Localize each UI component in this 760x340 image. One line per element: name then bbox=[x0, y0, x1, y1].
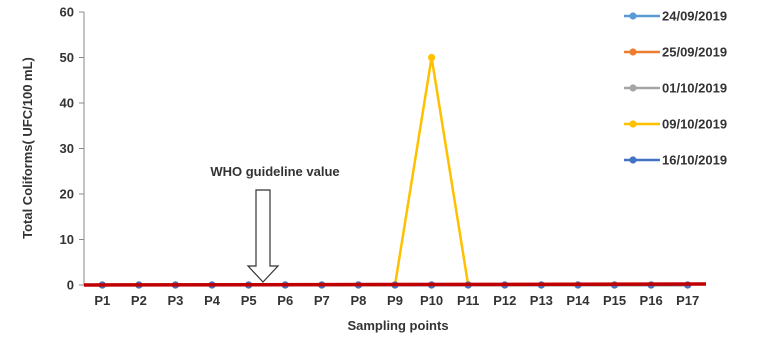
legend: 24/09/2019 25/09/2019 01/10/2019 09/10/2019… bbox=[624, 9, 727, 168]
x-tick-label: P1 bbox=[94, 293, 110, 308]
legend-label: 16/10/2019 bbox=[662, 153, 727, 168]
legend-label: 09/10/2019 bbox=[662, 117, 727, 132]
x-tick-label: P12 bbox=[493, 293, 516, 308]
y-tick-label: 30 bbox=[60, 141, 74, 156]
x-tick-label: P14 bbox=[566, 293, 590, 308]
x-tick-label: P16 bbox=[640, 293, 663, 308]
y-axis-title: Total Coliforms( UFC/100 mL) bbox=[20, 57, 35, 239]
x-axis-title: Sampling points bbox=[347, 318, 448, 333]
x-tick-label: P2 bbox=[131, 293, 147, 308]
legend-label: 24/09/2019 bbox=[662, 9, 727, 24]
x-tick-label: P3 bbox=[168, 293, 184, 308]
legend-swatch-marker bbox=[629, 156, 637, 164]
y-tick-label: 0 bbox=[67, 278, 74, 293]
series-layer bbox=[98, 53, 692, 289]
y-tick-label: 20 bbox=[60, 187, 74, 202]
legend-swatch-marker bbox=[629, 120, 637, 128]
x-tick-label: P5 bbox=[241, 293, 257, 308]
series-line bbox=[102, 57, 688, 287]
x-tick-label: P13 bbox=[530, 293, 553, 308]
x-tick-label: P10 bbox=[420, 293, 443, 308]
legend-label: 25/09/2019 bbox=[662, 45, 727, 60]
data-point bbox=[427, 53, 436, 62]
guideline-line bbox=[83, 282, 707, 287]
legend-item: 09/10/2019 bbox=[624, 117, 727, 132]
series-4 bbox=[98, 53, 692, 289]
y-tick-label: 60 bbox=[60, 5, 74, 20]
legend-item: 01/10/2019 bbox=[624, 81, 727, 96]
annotation-layer: WHO guideline value bbox=[210, 164, 340, 283]
x-tick-label: P15 bbox=[603, 293, 626, 308]
x-tick-label: P17 bbox=[676, 293, 699, 308]
x-tick-label: P9 bbox=[387, 293, 403, 308]
y-tick-label: 40 bbox=[60, 96, 74, 111]
legend-item: 24/09/2019 bbox=[624, 9, 727, 24]
legend-item: 25/09/2019 bbox=[624, 45, 727, 60]
legend-swatch-marker bbox=[629, 12, 637, 20]
x-tick-label: P4 bbox=[204, 293, 221, 308]
legend-swatch-marker bbox=[629, 84, 637, 92]
guideline-label: WHO guideline value bbox=[210, 164, 339, 179]
guideline-layer bbox=[83, 282, 707, 287]
legend-swatch-marker bbox=[629, 48, 637, 56]
y-tick-label: 50 bbox=[60, 50, 74, 65]
x-tick-label: P8 bbox=[350, 293, 366, 308]
y-tick-label: 10 bbox=[60, 232, 74, 247]
legend-label: 01/10/2019 bbox=[662, 81, 727, 96]
x-tick-label: P6 bbox=[277, 293, 293, 308]
y-axis: 0 10 20 30 40 50 60 bbox=[60, 5, 85, 293]
x-tick-label: P11 bbox=[457, 293, 479, 308]
x-tick-label: P7 bbox=[314, 293, 330, 308]
guideline-arrow bbox=[246, 189, 280, 283]
x-axis: P1 P2 P3 P4 P5 P6 P7 P8 P9 P10 P11 P12 P13 P14 P15 P16 P… bbox=[84, 284, 706, 308]
legend-item: 16/10/2019 bbox=[624, 153, 727, 168]
